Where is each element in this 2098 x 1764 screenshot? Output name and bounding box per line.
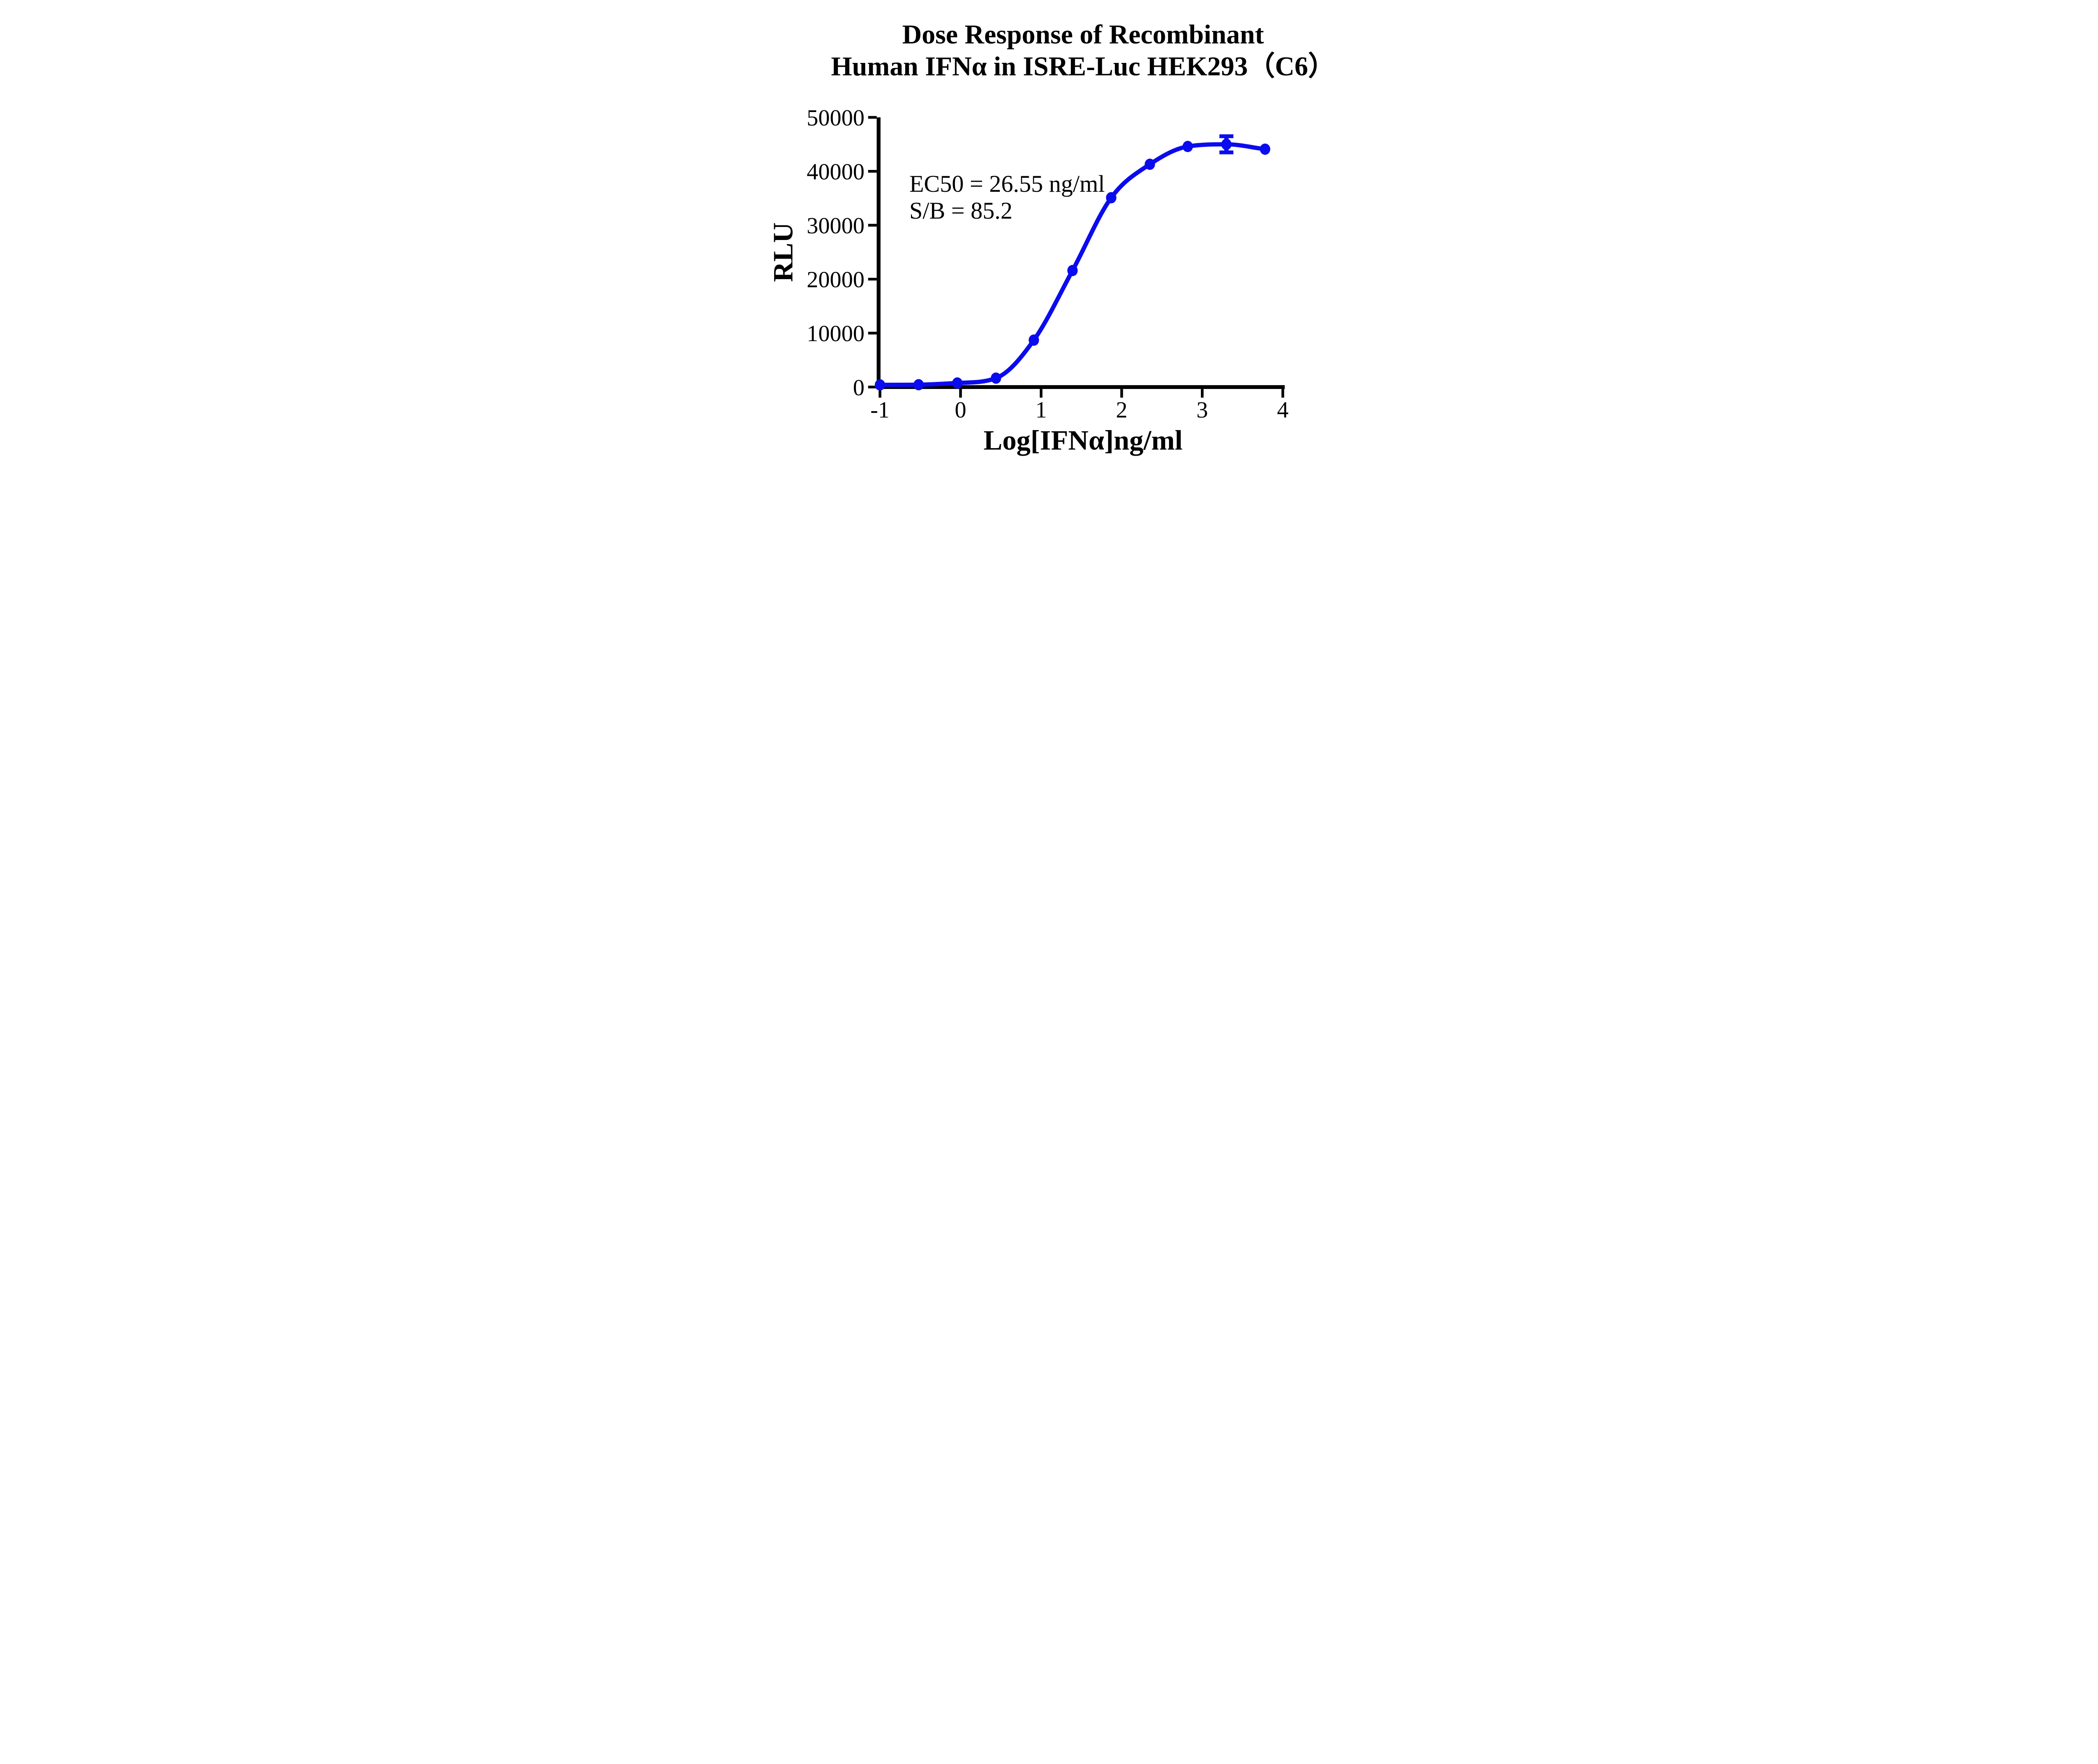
- x-axis-ticks: -1 0 1 2 3 4: [870, 389, 1289, 423]
- chart-title-line1: Dose Response of Recombinant: [902, 19, 1264, 50]
- axis-spines: [877, 117, 1285, 389]
- ec50-annotation: EC50 = 26.55 ng/ml: [909, 171, 1105, 197]
- x-axis-title: Log[IFNα]ng/ml: [984, 425, 1182, 456]
- chart-title-line2: Human IFNα in ISRE-Luc HEK293（C6）: [831, 51, 1335, 81]
- data-point-marker: [874, 379, 885, 391]
- y-tick-label: 10000: [807, 321, 865, 346]
- data-point-marker: [1145, 159, 1155, 170]
- data-point-marker: [913, 379, 924, 391]
- x-tick-label: 2: [1116, 397, 1127, 423]
- x-tick-label: 3: [1196, 397, 1208, 423]
- y-tick-label: 0: [853, 375, 865, 400]
- y-tick-label: 50000: [807, 105, 865, 130]
- x-tick-label: 4: [1277, 397, 1289, 423]
- data-point-marker: [1260, 144, 1271, 155]
- data-point-markers: [874, 138, 1271, 391]
- data-point-marker: [991, 372, 1002, 384]
- y-axis-ticks: 0 10000 20000 30000 40000 50000: [807, 105, 877, 400]
- x-tick-label: -1: [870, 397, 890, 423]
- data-point-marker: [1106, 192, 1117, 204]
- chart-canvas: Dose Response of Recombinant Human IFNα …: [755, 0, 1343, 475]
- signal-background-annotation: S/B = 85.2: [909, 198, 1012, 224]
- y-axis-title: RLU: [767, 222, 799, 282]
- dose-response-figure: Dose Response of Recombinant Human IFNα …: [755, 0, 1343, 475]
- y-tick-label: 30000: [807, 213, 865, 238]
- data-point-marker: [1221, 138, 1232, 150]
- data-point-marker: [1067, 265, 1078, 277]
- data-point-marker: [1182, 141, 1193, 152]
- y-tick-label: 20000: [807, 267, 865, 292]
- x-tick-label: 1: [1035, 397, 1047, 423]
- data-point-marker: [952, 377, 963, 389]
- data-point-marker: [1028, 334, 1039, 346]
- x-tick-label: 0: [955, 397, 966, 423]
- y-tick-label: 40000: [807, 159, 865, 185]
